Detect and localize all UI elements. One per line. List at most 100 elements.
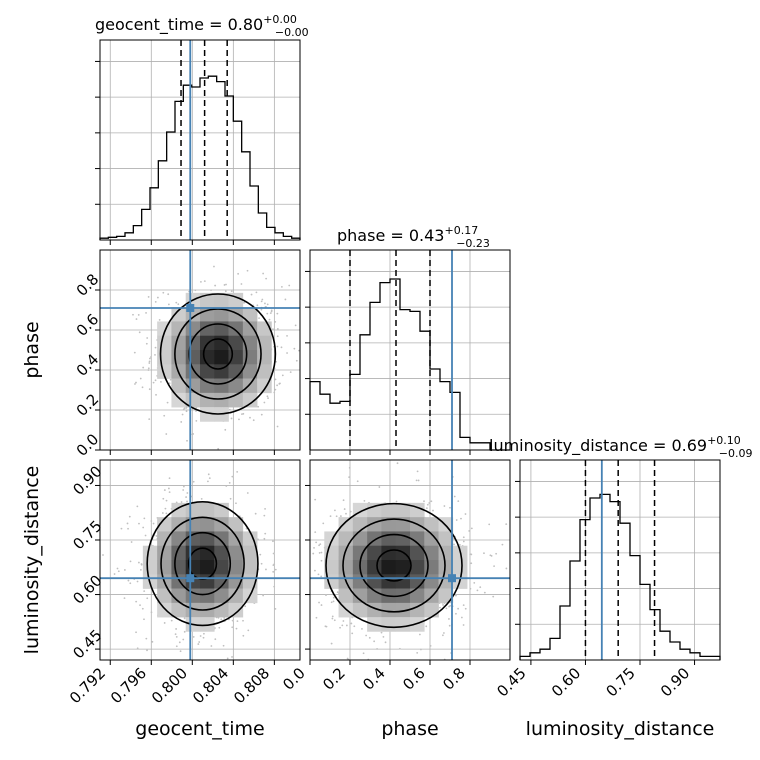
sample-point (143, 517, 146, 520)
density-cell (381, 560, 397, 575)
sample-point (155, 393, 157, 396)
histogram-phase (309, 278, 510, 451)
y-tick-label-phase: 0.2 (73, 390, 103, 420)
sample-point (254, 441, 256, 443)
xlabel-luminosity-distance: luminosity_distance (526, 718, 715, 740)
sample-point (139, 604, 141, 607)
sample-point (128, 515, 131, 518)
sample-point (137, 561, 140, 564)
contour-level-4 (325, 502, 463, 629)
sample-point (273, 391, 276, 394)
sample-point (148, 418, 151, 421)
density-cell (200, 364, 215, 379)
sample-point (147, 369, 150, 371)
sample-point (167, 487, 170, 490)
sample-point (144, 534, 147, 537)
sample-point (362, 652, 365, 655)
density-cell (242, 364, 258, 379)
sample-point (135, 318, 138, 320)
sample-point (145, 312, 147, 314)
sample-point (150, 356, 152, 358)
sample-point (165, 433, 168, 435)
density-cell (214, 350, 229, 365)
sample-point (495, 552, 498, 555)
sample-point (263, 514, 266, 517)
sample-point (143, 618, 145, 621)
sample-point (462, 540, 465, 543)
sample-point (146, 649, 148, 652)
sample-point (255, 291, 258, 294)
density-cell (214, 545, 229, 561)
sample-point (373, 640, 376, 643)
sample-point (179, 650, 182, 653)
sample-point (258, 317, 260, 320)
sample-point (432, 509, 434, 512)
density-cell (200, 350, 215, 365)
sample-point (479, 586, 482, 589)
x-tick-label-phase: 0.6 (399, 664, 429, 694)
density-cell (352, 602, 368, 618)
sample-point (235, 627, 238, 630)
density-cell (214, 378, 229, 394)
sample-point (331, 615, 334, 618)
density-cell (200, 407, 215, 422)
contour-level-1 (202, 338, 234, 370)
sample-point (220, 618, 223, 621)
sample-point (155, 535, 158, 537)
sample-point (143, 590, 146, 593)
sample-point (363, 499, 366, 502)
sample-point (353, 625, 356, 628)
panel-frame (99, 39, 301, 241)
density-cell (228, 364, 244, 379)
sample-point (293, 347, 296, 350)
sample-point (135, 631, 137, 634)
sample-point (244, 605, 247, 608)
sample-point (160, 381, 162, 383)
sample-point (319, 543, 322, 546)
density-cell (171, 602, 187, 618)
density-cell (228, 602, 244, 618)
sample-point (146, 337, 149, 339)
density-cell (214, 531, 229, 547)
truth-marker (186, 574, 195, 583)
sample-point (348, 466, 351, 469)
sample-point (416, 651, 419, 654)
density-cell (381, 602, 397, 618)
density-cell (214, 560, 229, 575)
x-tick-label-luminosity_distance: 0.60 (548, 664, 584, 700)
sample-point (174, 633, 177, 636)
sample-point (141, 607, 144, 610)
sample-point (194, 289, 197, 292)
sample-point (469, 587, 472, 590)
sample-point (167, 303, 170, 306)
density-area (310, 460, 510, 660)
contour-level-1 (187, 547, 218, 580)
contour-level-3 (160, 516, 245, 611)
sample-point (470, 527, 473, 530)
sample-point (334, 509, 336, 512)
sample-point (260, 562, 263, 565)
sample-point (317, 573, 320, 576)
sample-point (138, 331, 141, 334)
sample-point (276, 384, 279, 387)
y-tick-label-phase: 0.4 (73, 350, 103, 380)
sample-point (148, 388, 151, 391)
x-tick-label-geocent_time: 0.804 (189, 664, 232, 707)
density-cell (200, 617, 215, 632)
density-cell (228, 588, 244, 604)
contour-level-2 (359, 533, 429, 598)
panel-frame (519, 459, 721, 661)
sample-point (276, 335, 279, 338)
sample-point (246, 492, 249, 494)
sample-point (455, 594, 457, 597)
sample-point (384, 641, 387, 644)
density-cell (214, 292, 229, 308)
density-cell (157, 364, 172, 379)
sample-point (210, 645, 213, 647)
sample-point (276, 312, 279, 315)
sample-point (186, 500, 188, 503)
sample-point (276, 345, 279, 348)
sample-point (398, 647, 401, 650)
sample-point (453, 495, 456, 498)
sample-point (257, 405, 260, 408)
